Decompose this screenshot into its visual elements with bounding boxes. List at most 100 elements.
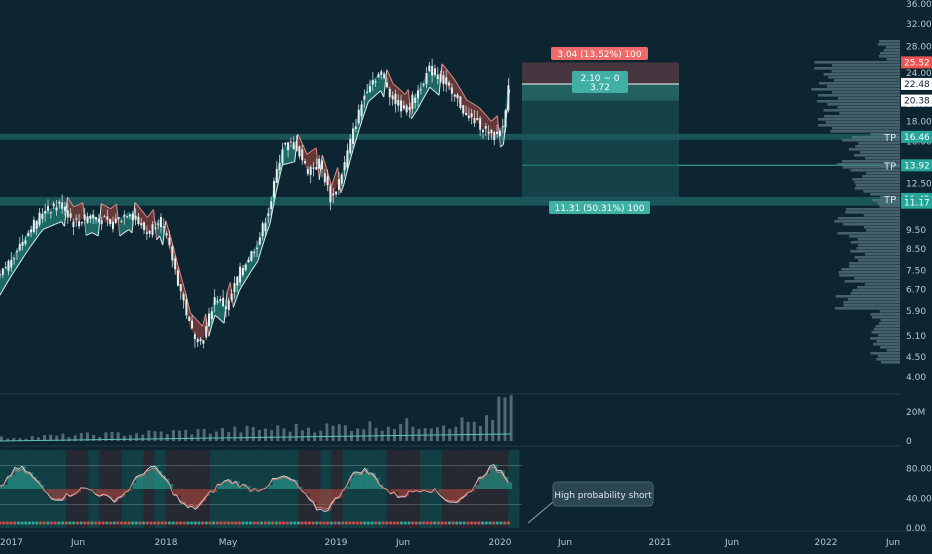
volume-bar xyxy=(368,421,371,441)
profile-bar xyxy=(838,232,900,235)
osc-fill xyxy=(508,483,512,489)
profile-bar xyxy=(834,79,900,82)
candle-body xyxy=(488,132,490,134)
osc-dot xyxy=(153,521,156,524)
osc-dot xyxy=(422,521,425,524)
candle-body xyxy=(304,161,306,163)
osc-fill xyxy=(221,484,225,489)
osc-dot xyxy=(238,521,241,524)
volume-bar xyxy=(424,428,427,441)
volume-bar xyxy=(184,430,187,441)
candle-body xyxy=(431,66,433,75)
volume-bar xyxy=(215,432,218,441)
profile-bar xyxy=(878,43,900,46)
candle-body xyxy=(137,217,139,224)
osc-dot xyxy=(54,521,57,524)
osc-dot xyxy=(426,521,429,524)
candle-body xyxy=(7,261,9,271)
osc-dot xyxy=(234,521,237,524)
osc-fill xyxy=(151,467,155,489)
time-tick-1: Jun xyxy=(70,538,85,548)
osc-dot xyxy=(334,521,337,524)
candle-body xyxy=(403,105,405,108)
time-tick-11: Jun xyxy=(885,538,900,548)
osc-fill xyxy=(181,489,185,503)
candle-body xyxy=(386,82,388,87)
osc-dot xyxy=(50,521,53,524)
osc-dot xyxy=(242,521,245,524)
candle-body xyxy=(389,89,391,97)
profile-bar xyxy=(879,40,900,43)
osc-dot xyxy=(13,521,16,524)
band-segment xyxy=(375,76,378,97)
candle-body xyxy=(30,230,32,233)
time-tick-7: Jun xyxy=(557,538,572,548)
profile-bar xyxy=(849,265,900,268)
osc-fill xyxy=(184,489,188,504)
price-badge-label-2: 20.38 xyxy=(904,97,930,107)
oscillator-tick-2: 0.00 xyxy=(906,524,926,534)
candle-body xyxy=(171,246,173,260)
osc-dot xyxy=(411,521,414,524)
profile-bar xyxy=(826,121,900,124)
osc-dot xyxy=(477,521,480,524)
candle-body xyxy=(293,142,295,149)
candle-body xyxy=(245,265,247,270)
price-tick-12: 7.50 xyxy=(906,266,926,276)
candle-body xyxy=(454,94,456,96)
candle-body xyxy=(327,176,329,185)
profile-bar xyxy=(854,154,900,157)
candle-body xyxy=(281,149,283,163)
volume-bar xyxy=(178,431,181,441)
osc-dot xyxy=(448,521,451,524)
osc-dot xyxy=(35,521,38,524)
osc-fill xyxy=(96,489,100,495)
candle-body xyxy=(338,179,340,190)
candle-body xyxy=(411,95,413,109)
osc-dot xyxy=(61,521,64,524)
candle-body xyxy=(10,260,12,268)
candle-body xyxy=(208,314,210,327)
ratio-label[interactable]: 2.10 ~ 0 3.72 xyxy=(572,71,628,93)
candle-body xyxy=(104,216,106,217)
osc-dot xyxy=(267,521,270,524)
osc-dot xyxy=(168,521,171,524)
osc-fill xyxy=(321,489,325,509)
risk-label[interactable]: 3.04 (13.52%) 100 xyxy=(551,47,648,60)
osc-dot xyxy=(459,521,462,524)
candle-body xyxy=(369,86,371,92)
tp-label-3: TP xyxy=(883,195,896,206)
volume-bar xyxy=(375,428,378,441)
candle-body xyxy=(205,326,207,337)
osc-dot xyxy=(278,521,281,524)
candle-body xyxy=(50,212,52,213)
price-tick-16: 4.50 xyxy=(906,353,926,363)
profile-bar xyxy=(857,286,900,289)
candle-body xyxy=(177,271,179,286)
osc-fill xyxy=(269,485,273,489)
osc-dot xyxy=(323,521,326,524)
profile-bar xyxy=(858,244,900,247)
profile-bar xyxy=(878,334,900,337)
reward-label-text: 11.31 (50.31%) 100 xyxy=(554,204,644,214)
profile-bar xyxy=(865,253,900,256)
candle-body xyxy=(160,217,162,227)
osc-fill xyxy=(55,489,59,500)
profile-bar xyxy=(844,304,900,307)
candle-body xyxy=(154,228,156,229)
profile-bar xyxy=(824,115,900,118)
candle-body xyxy=(352,128,354,144)
osc-dot xyxy=(293,521,296,524)
candle-body xyxy=(200,339,202,341)
profile-bar xyxy=(849,235,900,238)
candle-body xyxy=(321,161,323,170)
candle-body xyxy=(248,260,250,262)
candle-body xyxy=(310,167,312,175)
osc-dot xyxy=(326,521,329,524)
osc-fill xyxy=(276,478,280,489)
candle-body xyxy=(397,100,399,106)
reward-label[interactable]: 11.31 (50.31%) 100 xyxy=(549,201,650,214)
osc-dot xyxy=(282,521,285,524)
volume-bar xyxy=(332,426,335,441)
